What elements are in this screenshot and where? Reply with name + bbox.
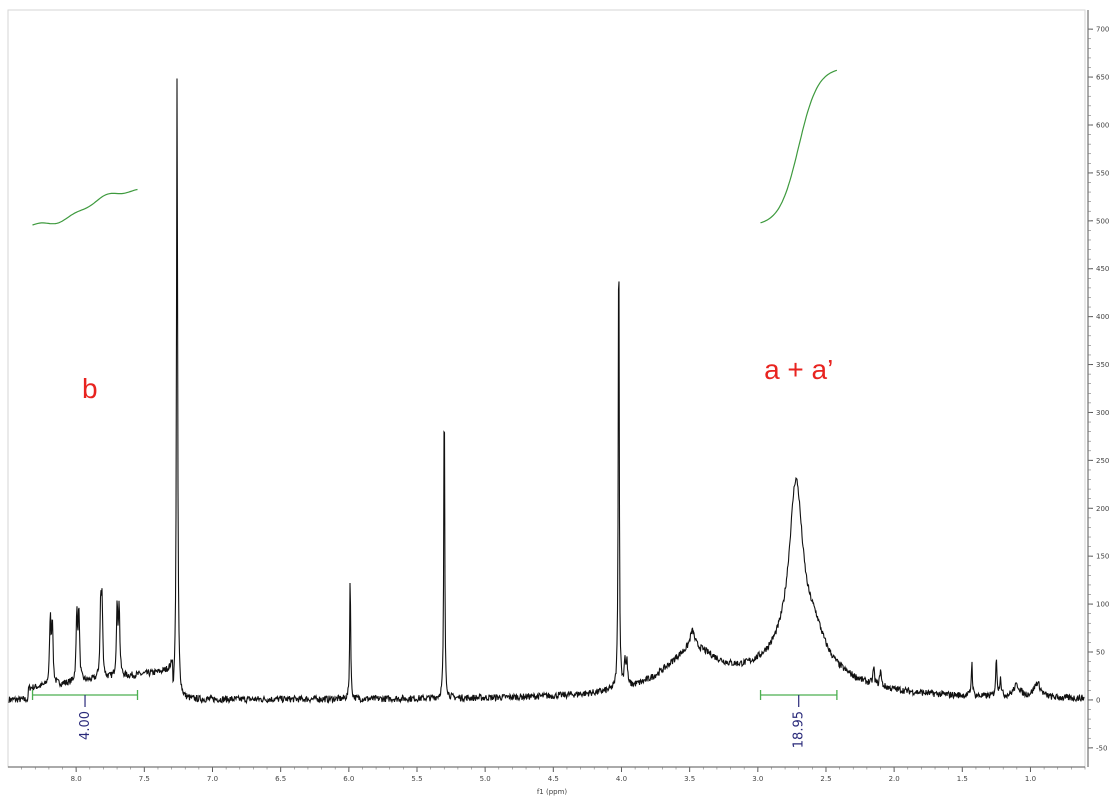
integral-value: 4.00 [78,711,93,740]
integral-value: 18.95 [792,711,807,748]
y-tick-label: 350 [1096,361,1109,369]
y-tick-label: 100 [1096,601,1109,609]
y-tick-label: -50 [1096,744,1107,752]
x-tick-label: 3.0 [752,775,763,783]
y-tick-label: 700 [1096,26,1109,34]
x-axis-title: f1 (ppm) [537,788,568,796]
peak-annotations: b a + a’ [82,354,833,404]
x-tick-label: 1.5 [957,775,968,783]
x-tick-label: 6.5 [275,775,286,783]
y-tick-label: 650 [1096,74,1109,82]
y-tick-label: 450 [1096,265,1109,273]
x-tick-label: 1.0 [1025,775,1036,783]
x-tick-label: 3.5 [684,775,695,783]
y-tick-label: 200 [1096,505,1109,513]
integral-curve [760,69,838,224]
x-tick-label: 2.5 [820,775,831,783]
x-tick-label: 6.0 [343,775,354,783]
y-tick-label: 300 [1096,409,1109,417]
y-tick-label: 50 [1096,649,1105,657]
x-tick-label: 5.0 [480,775,491,783]
y-axis-ticks: -50 0 50 100 150 200 250 300 350 400 450 500 550 600 6… [1088,26,1109,752]
integral-curve [32,188,138,226]
y-tick-label: 500 [1096,217,1109,225]
x-tick-label: 7.5 [139,775,150,783]
x-tick-label: 2.0 [889,775,900,783]
peak-annotation-label: a + a’ [764,354,833,385]
x-axis-ticks: 8.0 7.5 7.0 6.5 6.0 5.5 5.0 4.5 4.0 3.5 3.0 2.5 2.0 1… [21,767,1086,783]
x-tick-label: 4.0 [616,775,627,783]
y-tick-label: 250 [1096,457,1109,465]
spectrum-trace [8,78,1085,705]
y-tick-label: 400 [1096,313,1109,321]
peak-annotation-label: b [82,373,98,404]
x-tick-label: 8.0 [71,775,82,783]
x-tick-label: 5.5 [411,775,422,783]
y-tick-label: 150 [1096,553,1109,561]
integrals: 4.00 18.95 [31,69,838,748]
x-tick-label: 7.0 [207,775,218,783]
y-tick-label: 550 [1096,169,1109,177]
y-tick-label: 0 [1096,696,1100,704]
y-tick-label: 600 [1096,121,1109,129]
x-tick-label: 4.5 [548,775,559,783]
plot-frame [7,9,1086,768]
